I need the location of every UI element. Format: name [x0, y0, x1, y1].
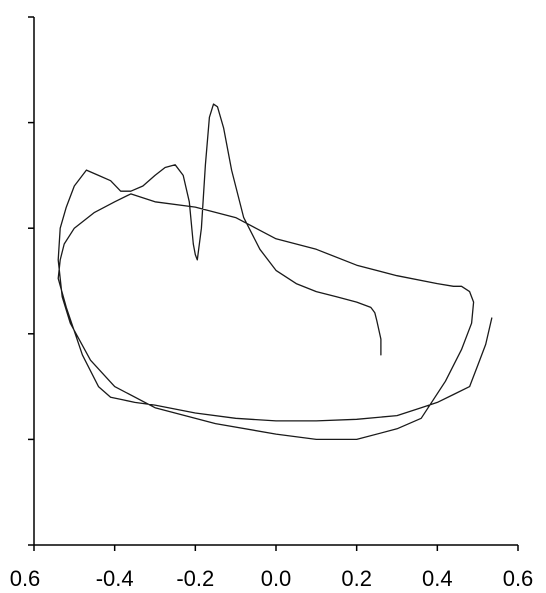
y-ticks — [28, 16, 34, 546]
axes — [33, 17, 518, 546]
series-layer — [57, 103, 493, 441]
x-ticks: 0.6 -0.4 -0.2 0.0 0.2 0.4 0.6 — [10, 545, 534, 591]
x-tick-label-4: 0.2 — [341, 566, 372, 591]
x-tick-label-6: 0.6 — [503, 566, 534, 591]
series-line-0 — [57, 103, 493, 441]
x-tick-label-2: -0.2 — [176, 566, 214, 591]
x-tick-label-5: 0.4 — [422, 566, 453, 591]
x-tick-label-1: -0.4 — [96, 566, 134, 591]
x-tick-label-3: 0.0 — [261, 566, 292, 591]
x-tick-label-0: 0.6 — [10, 566, 41, 591]
